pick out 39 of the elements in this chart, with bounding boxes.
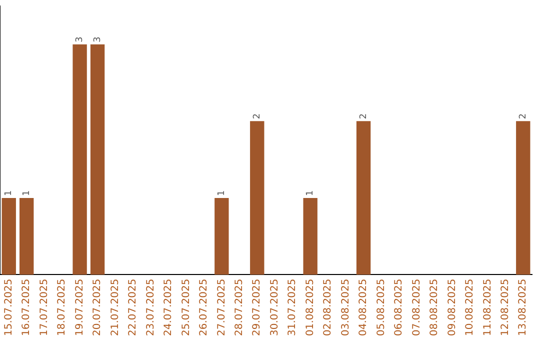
x-tick-label: 11.08.2025	[482, 278, 494, 336]
data-label: 1	[306, 190, 316, 196]
x-tick-label: 06.08.2025	[394, 278, 405, 336]
x-tick-label: 01.08.2025	[304, 278, 316, 336]
x-tick-label: 12.08.2025	[500, 278, 511, 336]
x-tick-label: 24.07.2025	[163, 278, 174, 336]
x-tick-label: 03.08.2025	[340, 278, 352, 336]
data-label: 1	[4, 190, 14, 196]
data-label: 3	[92, 36, 103, 42]
x-tick-label: 22.07.2025	[128, 278, 139, 336]
x-tick-label: 10.08.2025	[464, 278, 476, 336]
x-tick-label: 02.08.2025	[322, 278, 334, 336]
x-tick-label: 26.07.2025	[198, 278, 210, 336]
x-tick-label: 25.07.2025	[180, 278, 192, 336]
x-tick-label: 17.07.2025	[38, 278, 50, 336]
x-tick-label: 09.08.2025	[446, 278, 458, 336]
x-tick-label: 16.07.2025	[21, 278, 32, 336]
x-tick-label: 04.08.2025	[358, 278, 370, 336]
x-tick-label: 05.08.2025	[376, 278, 387, 336]
x-tick-label: 21.07.2025	[110, 278, 121, 336]
x-tick-label: 13.08.2025	[518, 278, 529, 336]
x-tick-label: 30.07.2025	[269, 278, 280, 336]
x-tick-label: 29.07.2025	[252, 278, 263, 336]
x-tick-label: 31.07.2025	[287, 278, 298, 336]
x-tick-label: 08.08.2025	[429, 278, 440, 336]
x-tick-label: 15.07.2025	[3, 278, 14, 336]
x-tick-label: 18.07.2025	[56, 278, 68, 336]
data-label: 2	[252, 113, 262, 120]
data-label: 2	[358, 113, 369, 120]
data-label: 2	[518, 113, 528, 120]
x-tick-label: 20.07.2025	[92, 278, 104, 336]
x-tick-label: 27.07.2025	[216, 278, 228, 336]
data-label: 1	[217, 190, 228, 196]
data-label: 1	[22, 190, 32, 196]
x-tick-label: 07.08.2025	[411, 278, 422, 336]
x-tick-label: 23.07.2025	[145, 278, 156, 336]
data-label: 3	[75, 36, 86, 42]
x-tick-label: 28.07.2025	[234, 278, 245, 336]
x-tick-label: 19.07.2025	[74, 278, 86, 336]
